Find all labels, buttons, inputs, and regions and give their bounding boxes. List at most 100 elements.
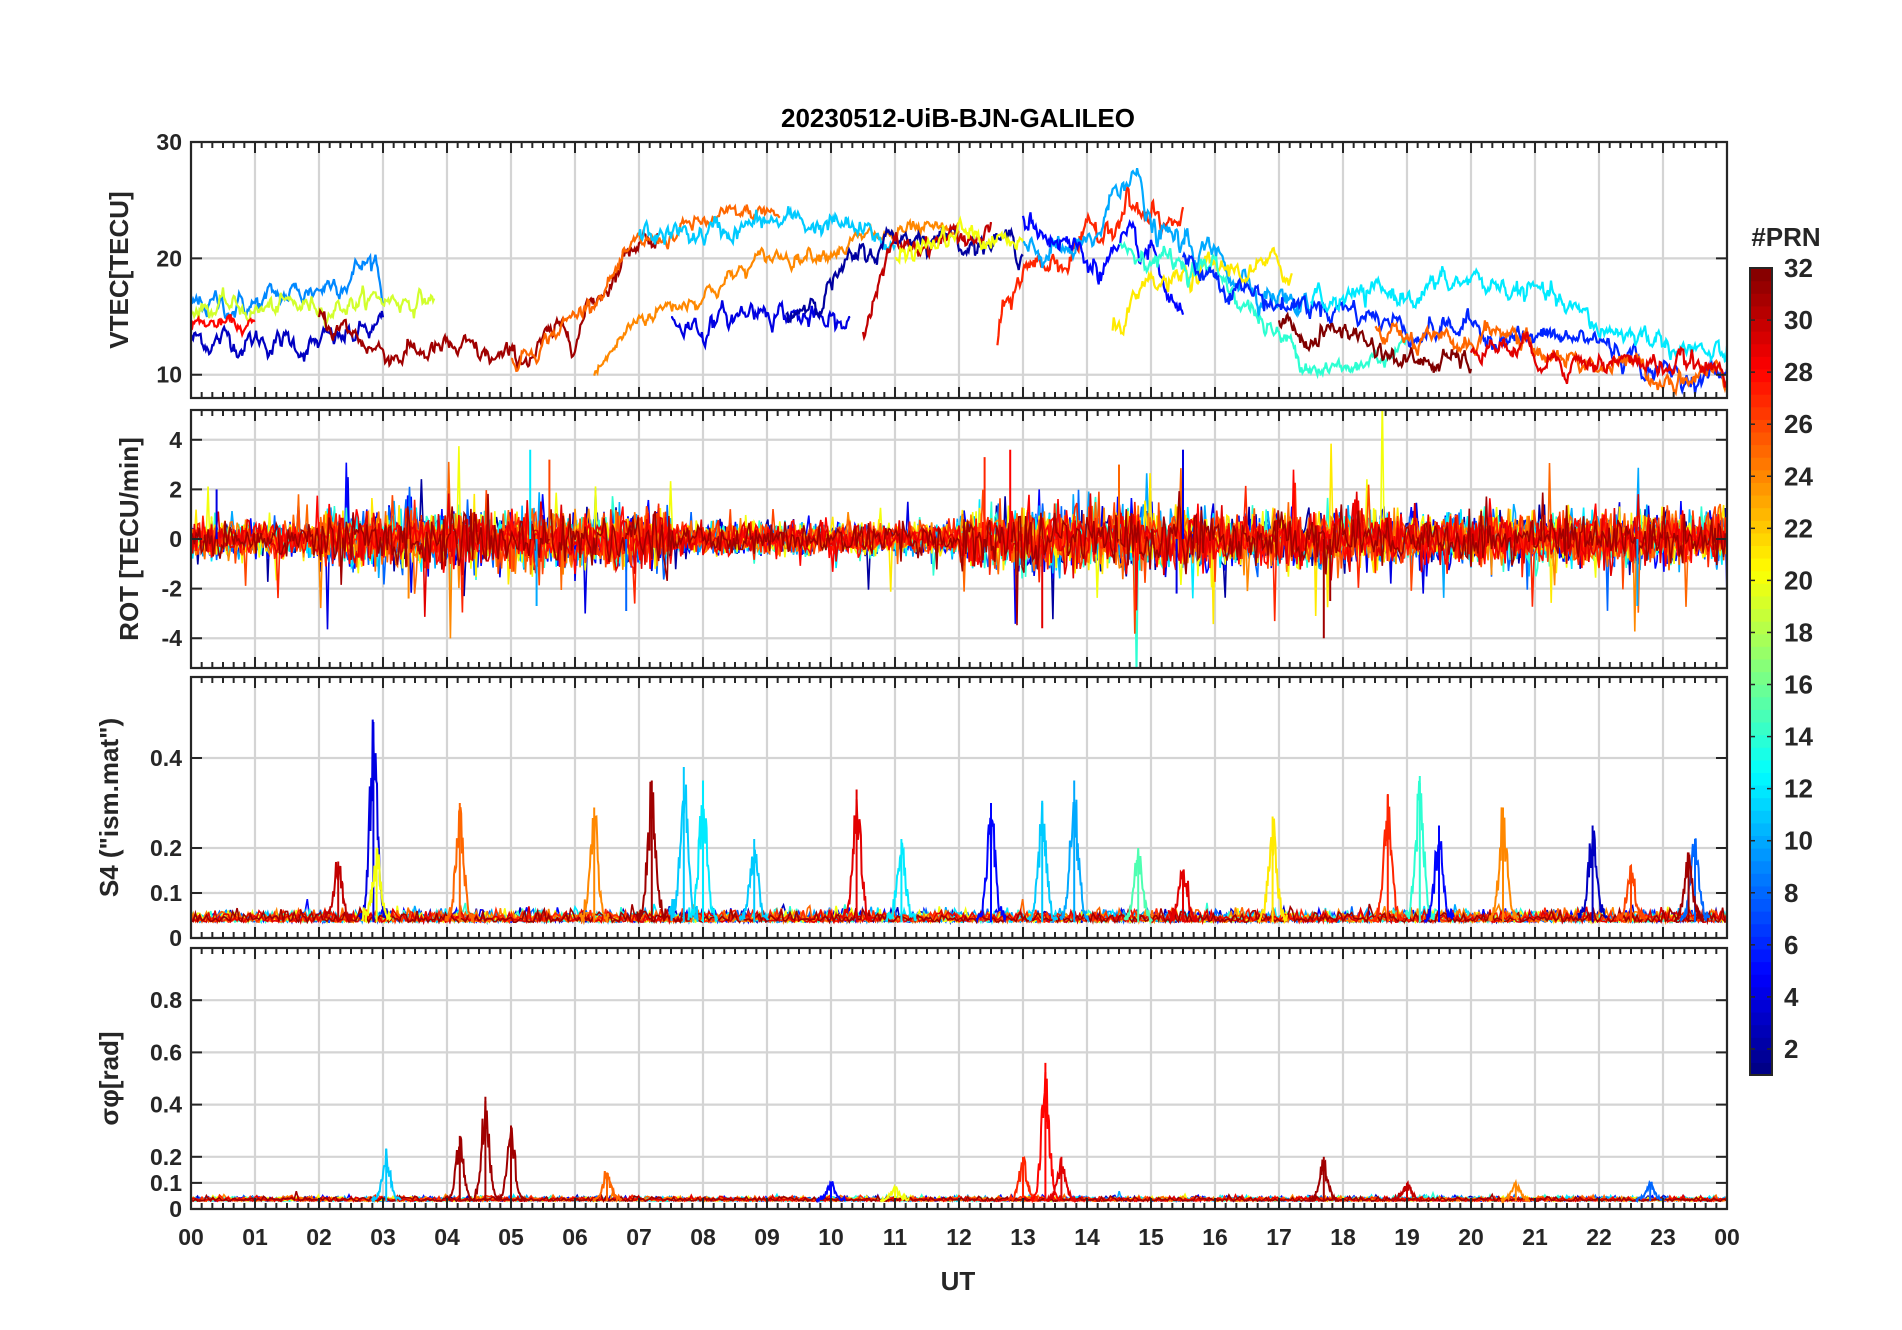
vtec-series-prn-25 [510,203,781,373]
sigma_phi-burst-prn-24 [1500,1178,1531,1205]
vtec-series-prn-24 [593,217,960,377]
colorbar-segment [1750,747,1772,761]
colorbar-segment [1750,784,1772,799]
colorbar-segment [1750,558,1772,572]
panel-sigma_phi: 00.10.20.40.60.8σφ[rad]00 01 02 03 04 05 06 07 0… [94,946,1740,1250]
colorbar-segment [1750,974,1772,988]
colorbar-label: #PRN [1751,222,1820,252]
colorbar-segment [1750,797,1772,811]
x-tick-label: 14 [1074,1224,1100,1250]
x-tick-label: 10 [818,1224,844,1250]
colorbar-frame [1749,267,1773,1076]
rot-y-tick-label: -2 [162,576,182,602]
colorbar-segment [1750,986,1772,1000]
colorbar-tick-label: 32 [1784,253,1813,283]
x-tick-label: 12 [946,1224,972,1250]
vtec-series-prn-27 [996,184,1185,346]
vtec-data [191,167,1727,397]
vtec-series-prn-32 [1277,311,1473,374]
vtec-y-axis-label: VTEC[TECU] [104,191,134,348]
vtec-y-tick-label: 30 [156,129,182,155]
vtec-series-prn-2 [785,224,1024,324]
colorbar-segment [1750,961,1772,975]
x-tick-label: 08 [690,1224,716,1250]
s4-baseline-prn-27 [191,905,1727,926]
colorbar-segment [1750,431,1772,446]
colorbar-segment [1750,621,1772,635]
colorbar-segment [1750,633,1772,647]
vtec-series-prn-12 [1310,265,1727,364]
colorbar-tick-label: 28 [1784,357,1813,387]
colorbar-tick-label: 2 [1784,1034,1798,1064]
colorbar-segment [1750,532,1772,547]
sigma_phi-grid [189,948,1729,1211]
sigma_phi-y-tick-label: 0.6 [150,1039,182,1065]
colorbar-segment [1750,898,1772,912]
x-tick-label: 07 [626,1224,652,1250]
s4-ticks: 0 0.1 0.2 0.4 [150,677,1728,951]
colorbar-segment [1750,507,1772,521]
colorbar-segment [1750,419,1772,433]
colorbar-segment [1750,331,1772,345]
x-axis-label: UT [941,1266,976,1296]
sigma_phi-y-tick-label: 0 [169,1196,182,1222]
colorbar-tick-label: 6 [1784,930,1798,960]
colorbar-segment [1750,822,1772,837]
colorbar-segment [1750,734,1772,748]
vtec-series-prn-20 [894,215,1025,265]
colorbar-segment [1750,1037,1772,1051]
vtec-series-prn-11 [637,205,897,252]
colorbar-segment [1750,394,1772,408]
vtec-series-prn-28 [191,313,256,339]
sigma_phi-ticks: 00.10.2 0.4 0.6 0.8 [150,948,1728,1222]
colorbar-tick-label: 12 [1784,774,1813,804]
rot-series-prn-29 [191,491,1727,617]
x-tick-label: 20 [1458,1224,1484,1250]
vtec-series-prn-29 [1469,331,1727,388]
rot-y-tick-label: 2 [169,476,182,502]
x-tick-label: 18 [1330,1224,1356,1250]
colorbar-segment [1750,343,1772,357]
colorbar-segment [1750,608,1772,622]
colorbar-segment [1750,368,1772,383]
sigma_phi-y-tick-label: 0.1 [150,1170,182,1196]
x-tick-label: 22 [1586,1224,1612,1250]
s4-y-tick-label: 0 [169,925,182,951]
colorbar-segment [1750,1062,1772,1076]
colorbar-segment [1750,482,1772,496]
x-tick-label: 01 [242,1224,268,1250]
vtec-y-tick-label: 20 [156,245,182,271]
rot-y-axis-label: ROT [TECU/min] [114,437,144,641]
vtec-grid [189,140,1729,398]
s4-y-tick-label: 0.1 [150,880,182,906]
colorbar-segment [1750,911,1772,925]
colorbar-segment [1750,848,1772,862]
x-tick-label: 09 [754,1224,780,1250]
vtec-y-tick-label: 10 [156,362,182,388]
x-tick-label: 03 [370,1224,396,1250]
colorbar-segment [1750,583,1772,597]
s4-y-tick-label: 0.4 [150,745,182,771]
colorbar-segment [1750,444,1772,458]
sigma_phi-y-axis-label: σφ[rad] [94,1031,124,1125]
colorbar-tick-label: 20 [1784,565,1813,595]
colorbar-segment [1750,873,1772,887]
colorbar-tick-label: 26 [1784,409,1813,439]
colorbar-segment [1750,936,1772,950]
s4-y-axis-label: S4 ("ism.mat") [94,718,124,897]
vtec-series-prn-14 [1118,240,1409,380]
vtec-ticks: 10 20 30 [156,129,1728,398]
colorbar-tick-label: 16 [1784,670,1813,700]
colorbar-segment [1750,1011,1772,1026]
colorbar-segment [1750,381,1772,395]
s4-y-tick-label: 0.2 [150,835,182,861]
rot-series-prn-31 [191,491,1727,626]
colorbar-segment [1750,595,1772,610]
chart-title: 20230512-UiB-BJN-GALILEO [781,103,1135,133]
x-tick-label: 13 [1010,1224,1036,1250]
colorbar-tick-label: 8 [1784,878,1798,908]
colorbar-segment [1750,268,1772,282]
colorbar-segment [1750,305,1772,320]
